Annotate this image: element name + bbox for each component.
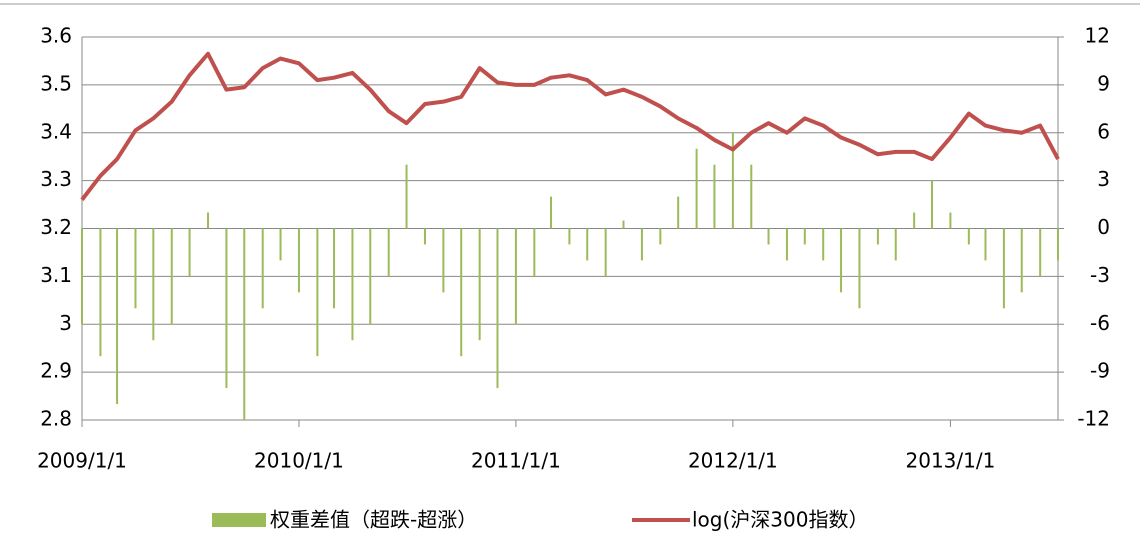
y-tick-label: 3.6 [40, 24, 72, 48]
bar [549, 196, 552, 229]
bar [261, 228, 264, 309]
bar [876, 228, 879, 245]
bar [1020, 228, 1023, 293]
x-tick-label: 2009/1/1 [37, 449, 127, 473]
bar [134, 228, 137, 309]
bar [478, 228, 481, 341]
bar [731, 132, 734, 229]
bar [460, 228, 463, 357]
bar [949, 212, 952, 229]
y-tick-label: 3.3 [40, 167, 72, 191]
y-tick-label: 3.1 [40, 263, 72, 287]
bar [225, 228, 228, 389]
bar [279, 228, 282, 261]
legend-label: 权重差值（超跌-超涨） [270, 508, 477, 532]
bar [116, 228, 119, 405]
bar [387, 228, 390, 277]
y2-tick-label: -9 [1090, 359, 1110, 383]
legend-label: log(沪深300指数） [692, 508, 868, 532]
y2-tick-label: -3 [1090, 263, 1110, 287]
bar [1002, 228, 1005, 309]
y2-tick-label: 9 [1097, 71, 1110, 95]
line [80, 51, 1060, 201]
y2-tick-label: 12 [1085, 24, 1110, 48]
bar [767, 228, 770, 245]
y2-tick-label: 3 [1097, 167, 1110, 191]
bar [984, 228, 987, 261]
bar [333, 228, 336, 309]
bar [533, 228, 536, 277]
bar [207, 212, 210, 229]
bar [840, 228, 843, 293]
x-tick-label: 2013/1/1 [906, 449, 996, 473]
y-tick-label: 2.8 [40, 407, 72, 431]
bar [442, 228, 445, 293]
y2-tick-label: -6 [1090, 311, 1110, 335]
bar [243, 228, 246, 420]
bar [894, 228, 897, 261]
bar [803, 228, 806, 245]
bar [822, 228, 825, 261]
bar [423, 228, 426, 245]
bar [496, 228, 499, 389]
y-tick-label: 3.4 [40, 119, 72, 143]
bar [930, 180, 933, 229]
bar [297, 228, 300, 293]
bar [1057, 228, 1059, 261]
y2-tick-label: 6 [1097, 119, 1110, 143]
x-tick-label: 2011/1/1 [471, 449, 561, 473]
bar [188, 228, 191, 277]
legend-swatch [212, 513, 266, 527]
bar [568, 228, 571, 245]
bar [713, 164, 716, 229]
bar [604, 228, 607, 277]
bar [640, 228, 643, 261]
bar [695, 148, 698, 229]
bar [152, 228, 155, 341]
bar [99, 228, 102, 357]
bar [369, 228, 372, 325]
bar [622, 220, 625, 229]
bar [170, 228, 173, 325]
bar [785, 228, 788, 261]
bar [514, 228, 517, 325]
bar [858, 228, 861, 309]
y-tick-label: 3.5 [40, 71, 72, 95]
bar [750, 164, 753, 229]
bar [967, 228, 970, 245]
bar [316, 228, 319, 357]
x-tick-label: 2012/1/1 [688, 449, 778, 473]
bar [586, 228, 589, 261]
bar [1039, 228, 1042, 277]
bar [351, 228, 354, 341]
x-tick-label: 2010/1/1 [254, 449, 344, 473]
bar [81, 228, 83, 325]
y-tick-label: 3 [59, 311, 72, 335]
y2-tick-label: 0 [1097, 215, 1110, 239]
bar [913, 212, 916, 229]
bar [405, 164, 408, 229]
y2-tick-label: -12 [1077, 407, 1110, 431]
y-tick-label: 3.2 [40, 215, 72, 239]
bar [659, 228, 662, 245]
y-tick-label: 2.9 [40, 359, 72, 383]
bar [677, 196, 680, 229]
